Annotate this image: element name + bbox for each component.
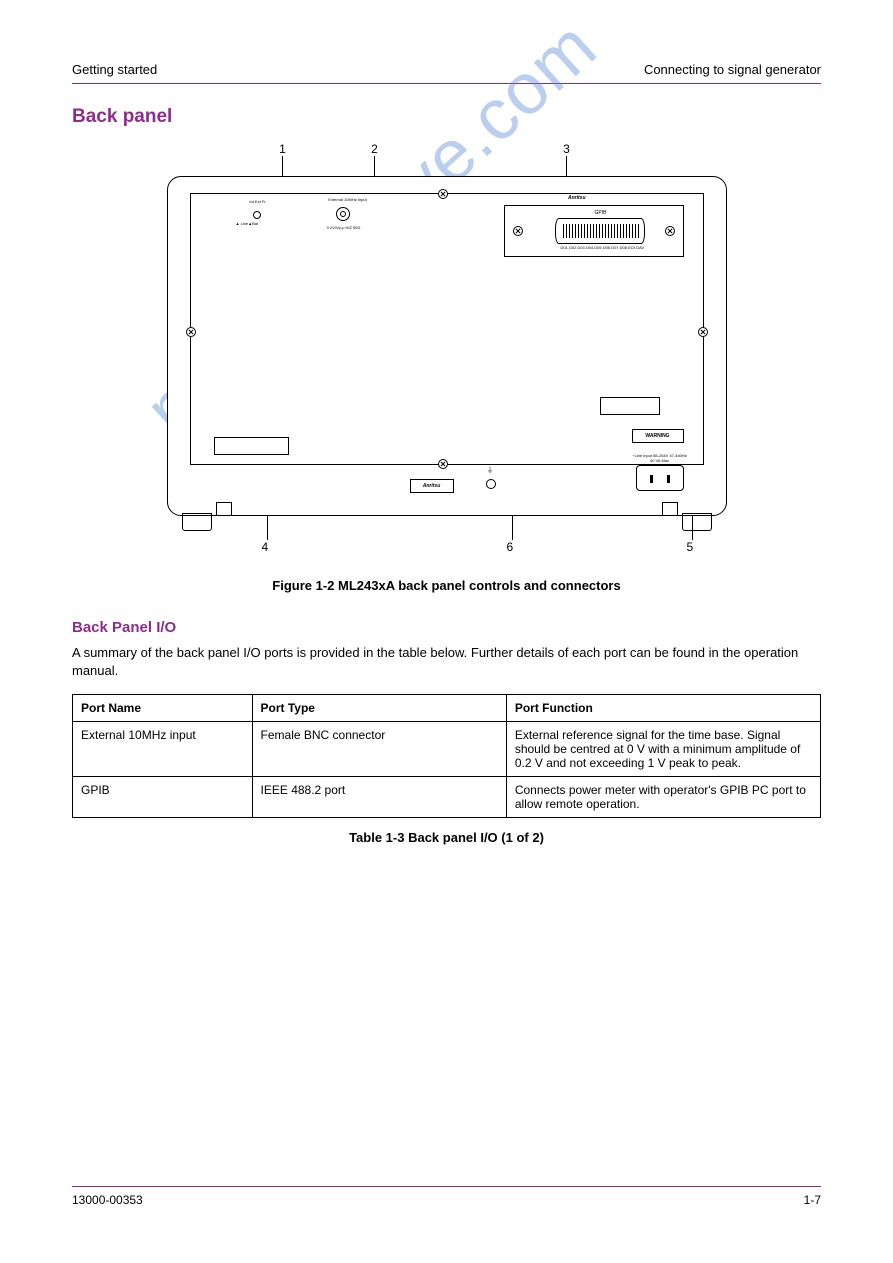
bnc-label-bottom: 0.2V/Vp-p HiZ 50Ω — [324, 225, 364, 230]
subsection-title: Back Panel I/O — [72, 619, 821, 636]
section-title: Back panel — [72, 106, 821, 128]
col-port-name: Port Name — [73, 695, 253, 722]
logo-bottom: Anritsu — [410, 479, 454, 493]
subsection-para: A summary of the back panel I/O ports is… — [72, 644, 821, 680]
gpib-pins — [561, 224, 639, 238]
handle-notch — [662, 502, 678, 516]
page-footer: 13000-00353 1-7 — [72, 1186, 821, 1207]
logo-top: Anritsu — [568, 195, 586, 201]
screw-icon — [513, 226, 523, 236]
table-header-row: Port Name Port Type Port Function — [73, 695, 821, 722]
warning-plate: WARNING — [632, 429, 684, 443]
callout-4: 4 — [262, 540, 269, 554]
callouts-bottom: 4 6 5 — [167, 540, 727, 560]
cell: External 10MHz input — [73, 722, 253, 777]
header-left: Getting started — [72, 62, 157, 77]
col-port-function: Port Function — [506, 695, 820, 722]
power-inlet — [636, 465, 684, 491]
callout-5: 5 — [687, 540, 694, 554]
callout-3: 3 — [557, 142, 577, 156]
gpib-port-frame: GPIB D01 D02 D03 D04 D05 D06 D07 D08 EOI… — [504, 205, 684, 257]
ground-symbol-icon: ⏚ — [487, 465, 494, 475]
ground-terminal — [486, 479, 496, 489]
screw-icon — [438, 189, 448, 199]
screw-icon — [438, 459, 448, 469]
col-port-type: Port Type — [252, 695, 506, 722]
rear-panel-diagram: Int Ext Fr ▲ Line▲Bat External 10MHz Inp… — [167, 176, 727, 516]
callouts-top: 1 2 3 — [167, 142, 727, 156]
cell: Female BNC connector — [252, 722, 506, 777]
io-table: Port Name Port Type Port Function Extern… — [72, 694, 821, 818]
callout-1: 1 — [273, 142, 293, 156]
callout-6: 6 — [507, 540, 514, 554]
table-row: External 10MHz input Female BNC connecto… — [73, 722, 821, 777]
screw-icon — [698, 327, 708, 337]
callout-lines-top — [167, 156, 727, 176]
header-right: Connecting to signal generator — [644, 62, 821, 77]
serial-label — [214, 437, 289, 455]
table-row: GPIB IEEE 488.2 port Connects power mete… — [73, 777, 821, 818]
cell: GPIB — [73, 777, 253, 818]
name-plate — [600, 397, 660, 415]
handle-notch — [216, 502, 232, 516]
switch-label-bottom: ▲ Line▲Bat — [236, 221, 280, 226]
cell: IEEE 488.2 port — [252, 777, 506, 818]
figure-wrap: 1 2 3 Int Ext Fr ▲ Line▲Bat External 10M… — [167, 142, 727, 560]
page-header: Getting started Connecting to signal gen… — [72, 62, 821, 77]
power-label: ~Line Input 85-264V 47-440Hz 40 VA Max — [632, 453, 688, 463]
bnc-label-top: External 10MHz Input — [318, 197, 378, 202]
footer-left: 13000-00353 — [72, 1193, 143, 1207]
callout-lines-bottom — [167, 516, 727, 540]
gpib-pins-label: D01 D02 D03 D04 D05 D06 D07 D08 EOI DAV — [561, 246, 645, 250]
cell: Connects power meter with operator's GPI… — [506, 777, 820, 818]
footer-rule — [72, 1186, 821, 1187]
bnc-connector — [336, 207, 350, 221]
ref-switch — [253, 211, 261, 219]
table-caption: Table 1-3 Back panel I/O (1 of 2) — [72, 830, 821, 845]
gpib-label: GPIB — [595, 210, 607, 216]
switch-label-top: Int Ext Fr — [238, 199, 278, 204]
figure-caption: Figure 1-2 ML243xA back panel controls a… — [72, 578, 821, 593]
screw-icon — [665, 226, 675, 236]
page-content: Getting started Connecting to signal gen… — [0, 0, 893, 885]
footer-right: 1-7 — [804, 1193, 821, 1207]
cell: External reference signal for the time b… — [506, 722, 820, 777]
callout-2: 2 — [365, 142, 385, 156]
header-rule — [72, 83, 821, 84]
screw-icon — [186, 327, 196, 337]
